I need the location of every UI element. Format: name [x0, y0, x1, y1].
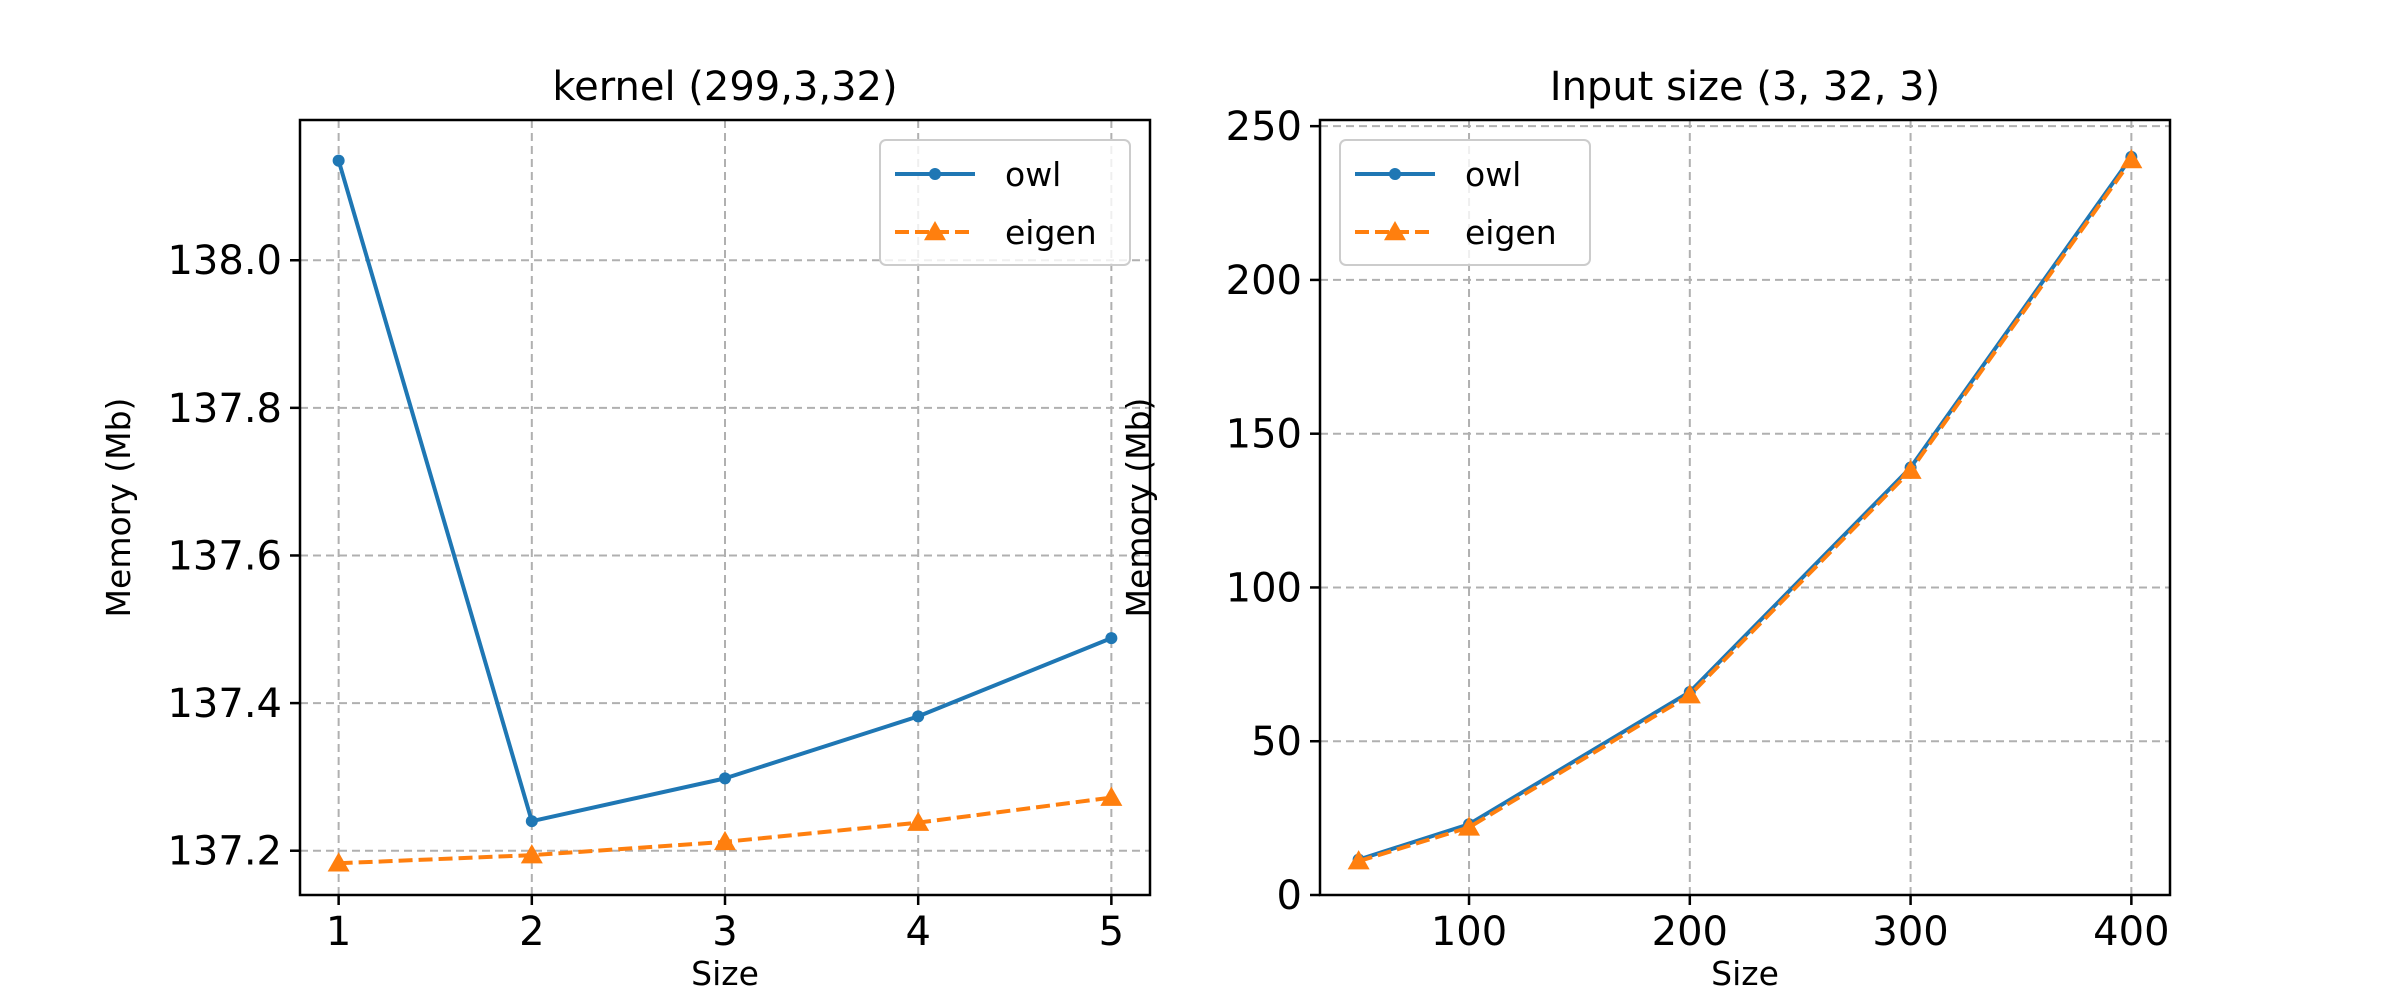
- y-axis-label: Memory (Mb): [99, 398, 138, 618]
- x-axis-label: Size: [691, 954, 759, 993]
- series-owl: [332, 154, 1118, 828]
- data-point-eigen: [1678, 684, 1701, 704]
- data-point-owl: [912, 710, 925, 723]
- data-point-eigen: [1899, 459, 1922, 479]
- data-point-owl: [1105, 632, 1118, 645]
- data-point-owl: [332, 154, 345, 167]
- x-tick-label: 300: [1872, 909, 1948, 955]
- legend-label-owl: owl: [1465, 155, 1521, 194]
- y-tick-label: 100: [1226, 565, 1302, 611]
- legend: owl eigen: [1339, 139, 1591, 266]
- y-tick-label: 0: [1277, 873, 1302, 919]
- y-tick-label: 138.0: [167, 238, 282, 284]
- legend-label-owl: owl: [1005, 155, 1061, 194]
- y-tick-label: 250: [1226, 104, 1302, 150]
- y-tick-label: 137.4: [167, 681, 282, 727]
- data-point-eigen: [714, 830, 736, 851]
- chart-title: Input size (3, 32, 3): [1550, 64, 1940, 110]
- x-tick-label: 4: [905, 909, 930, 955]
- legend-marker-eigen: [1384, 221, 1406, 241]
- data-point-eigen: [907, 811, 930, 831]
- data-point-eigen: [1100, 786, 1123, 806]
- x-tick-label: 200: [1652, 909, 1728, 955]
- data-point-eigen: [2120, 148, 2143, 169]
- data-point-eigen: [1458, 816, 1481, 836]
- x-tick-label: 100: [1431, 909, 1507, 955]
- legend-marker-owl: [929, 168, 941, 180]
- y-axis-label: Memory (Mb): [1119, 398, 1158, 618]
- plot-frame: [1318, 118, 2172, 897]
- x-tick-label: 1: [326, 909, 351, 955]
- chart-title: kernel (299,3,32): [552, 64, 897, 110]
- y-tick-label: 137.6: [167, 533, 282, 579]
- series-eigen: [327, 786, 1123, 872]
- data-point-owl: [525, 815, 538, 828]
- x-tick-label: 5: [1099, 909, 1124, 955]
- x-axis-label: Size: [1711, 954, 1779, 993]
- data-point-eigen: [327, 852, 350, 872]
- y-tick-label: 200: [1226, 258, 1302, 304]
- legend-label-eigen: eigen: [1005, 213, 1097, 252]
- y-tick-label: 50: [1251, 719, 1302, 765]
- chart-left: 1 2 3 4 5 137.2 137.4 137.6 137.8 138.0 kernel (29…: [99, 64, 1152, 993]
- series-eigen: [1347, 148, 2143, 870]
- legend: owl eigen: [879, 139, 1131, 266]
- data-point-owl: [719, 772, 731, 785]
- x-tick-label: 3: [712, 909, 737, 955]
- data-point-eigen: [1347, 850, 1370, 870]
- legend-marker-owl: [1389, 168, 1401, 180]
- x-tick-label: 2: [519, 909, 544, 955]
- x-tick-label: 400: [2093, 909, 2169, 955]
- y-tick-label: 150: [1226, 412, 1302, 458]
- legend-label-eigen: eigen: [1465, 213, 1557, 252]
- y-tick-label: 137.2: [167, 829, 282, 875]
- y-tick-label: 137.8: [167, 386, 282, 432]
- chart-right: 100 200 300 400 0 50 100 150 200 250 Input size (3…: [1119, 64, 2172, 993]
- legend-marker-eigen: [924, 221, 946, 241]
- data-point-eigen: [520, 844, 543, 864]
